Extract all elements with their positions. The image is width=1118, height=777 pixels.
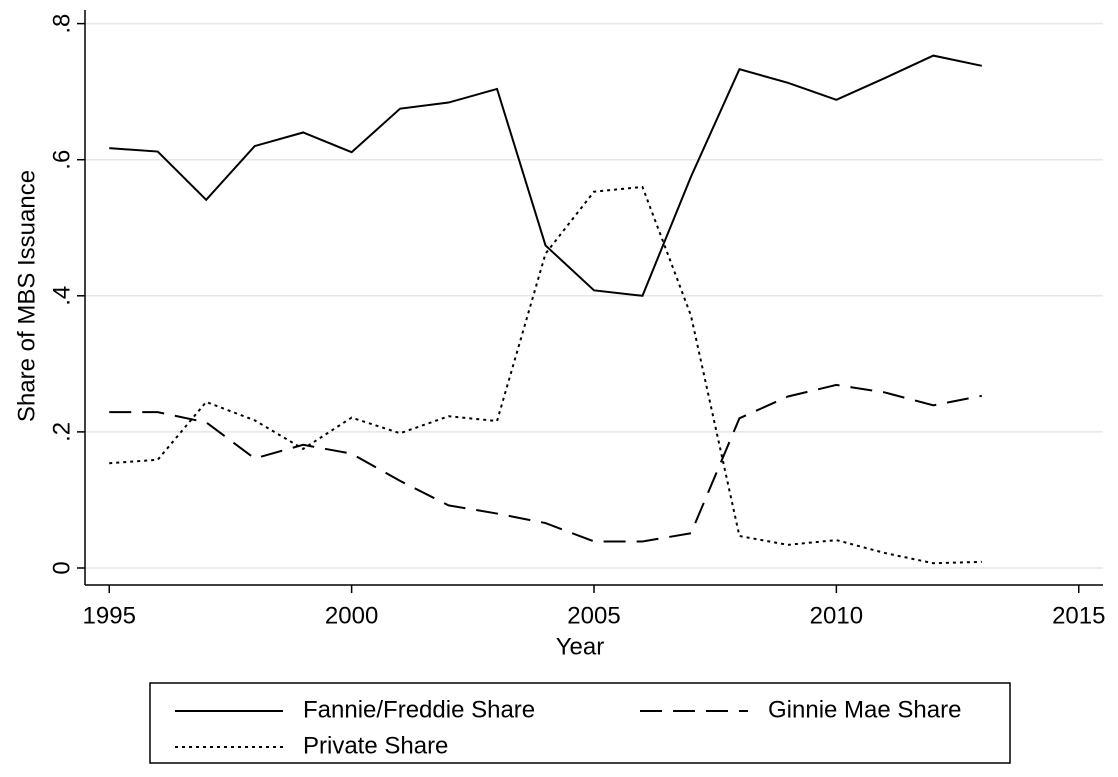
x-axis-title: Year	[556, 633, 605, 660]
y-axis-title: Share of MBS Issuance	[13, 170, 40, 422]
y-tick-label: .8	[48, 14, 75, 34]
x-tick-label: 2005	[567, 602, 620, 629]
legend-box	[149, 682, 1011, 764]
legend-label: Private Share	[303, 732, 448, 759]
series-line	[109, 185, 982, 565]
y-tick-label: .4	[48, 286, 75, 306]
legend-label: Fannie/Freddie Share	[303, 696, 535, 723]
y-tick-label: 0	[48, 561, 75, 574]
x-tick-label: 2000	[325, 602, 378, 629]
x-tick-label: 2015	[1052, 602, 1105, 629]
legend-label: Ginnie Mae Share	[768, 696, 961, 723]
series-line	[109, 54, 983, 297]
y-tick-label: .6	[48, 150, 75, 170]
x-tick-label: 1995	[83, 602, 136, 629]
series-line	[109, 383, 983, 543]
x-tick-label: 2010	[810, 602, 863, 629]
y-tick-label: .2	[48, 422, 75, 442]
